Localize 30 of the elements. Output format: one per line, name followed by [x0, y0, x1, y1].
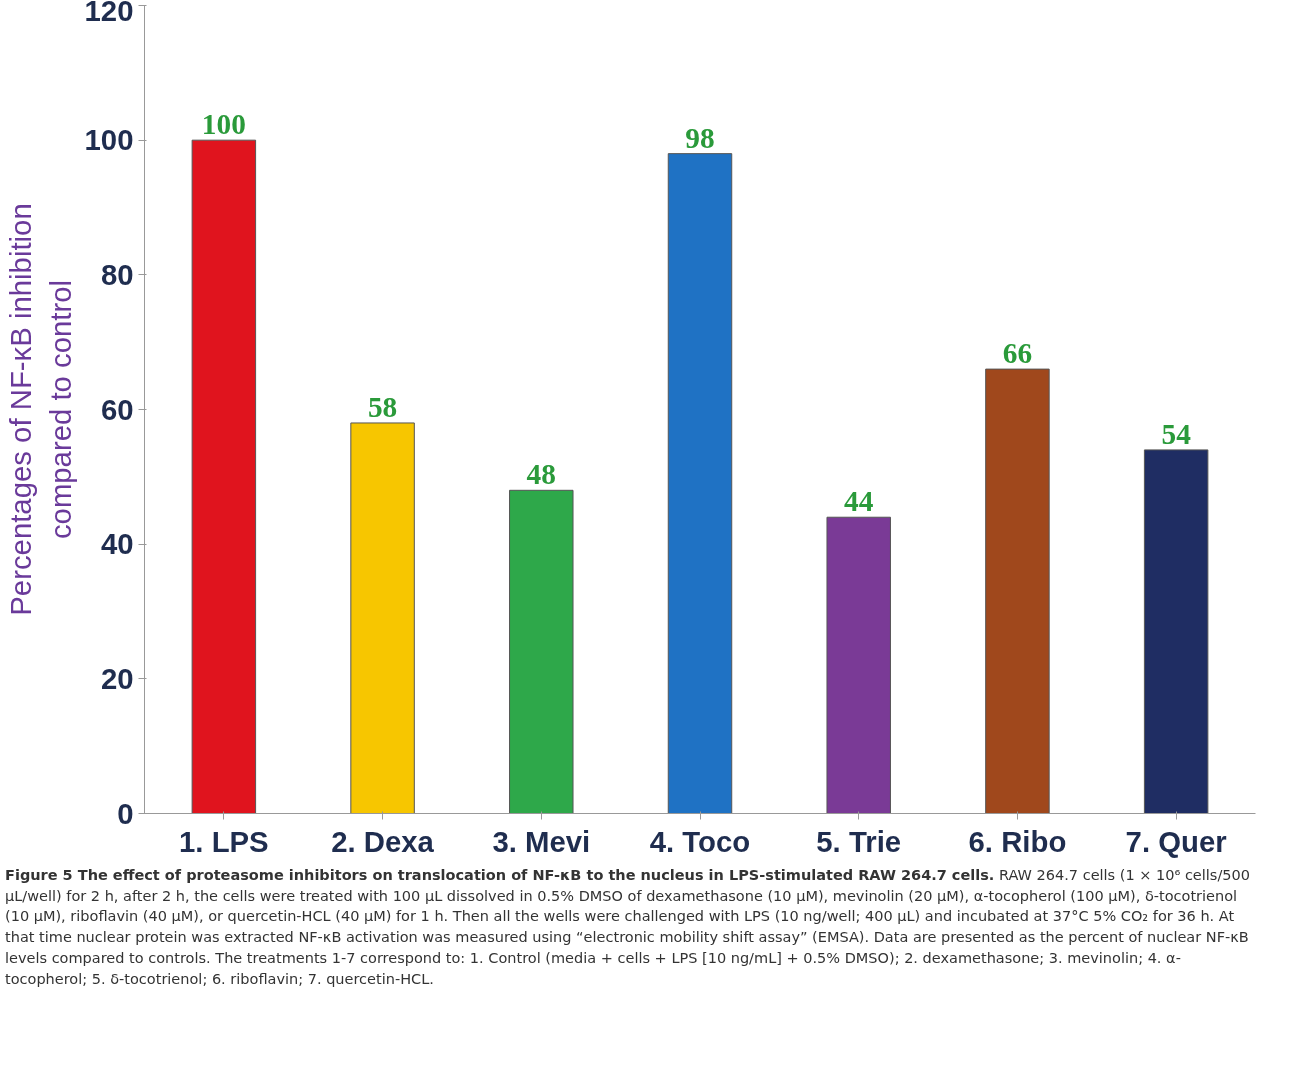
bar: [667, 153, 733, 814]
caption: Figure 5 The effect of proteasome inhibitors on translocation of NF-κB to the nucleus in LPS-stimulated RAW 264.7 cells.: [5, 867, 995, 883]
data-label: 100: [201, 108, 246, 141]
data-label: 98: [685, 121, 715, 154]
bar: [350, 422, 415, 814]
x-tick-label: 7. Quer: [1125, 824, 1227, 858]
y-tick-label: 60: [100, 392, 134, 426]
bar: [191, 139, 257, 814]
bar: [1143, 449, 1209, 814]
y-tick-label: 120: [84, 0, 134, 27]
y-tick-label: 80: [100, 257, 134, 291]
y-tick-label: 100: [84, 123, 134, 157]
y-tick-label: 0: [117, 796, 134, 830]
x-tick-label: 6. Ribo: [968, 824, 1067, 858]
data-label: 66: [1002, 337, 1033, 370]
bar: [509, 489, 574, 814]
data-label: 48: [526, 458, 556, 491]
x-tick-label: 1. LPS: [179, 824, 269, 858]
y-tick-label: 40: [100, 527, 134, 561]
bar: [826, 516, 891, 814]
data-label: 54: [1161, 417, 1192, 450]
x-tick-label: 3. Mevi: [492, 824, 591, 858]
y-tick-label: 20: [100, 661, 134, 695]
data-label: 58: [367, 390, 398, 423]
x-tick-label: 5. Trie: [816, 824, 902, 858]
data-label: 44: [844, 485, 874, 518]
x-tick-label: 4. Toco: [649, 824, 751, 858]
y-axis-title: Percentages of NF-κB inhibition compared to control: [3, 203, 77, 616]
x-tick-label: 2. Dexa: [331, 824, 435, 858]
bar: [985, 368, 1050, 814]
